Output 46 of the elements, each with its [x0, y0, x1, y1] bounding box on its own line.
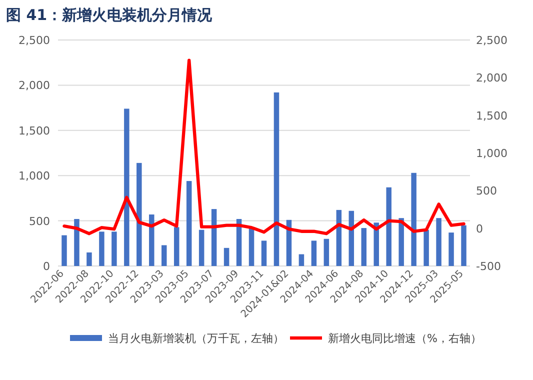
y-tick-label: 1,500: [18, 124, 50, 138]
bar: [112, 232, 117, 266]
bar: [398, 218, 404, 266]
bar: [424, 230, 429, 266]
bar: [386, 187, 392, 266]
bar: [149, 214, 154, 266]
bar: [198, 230, 204, 266]
y2-tick-label: 2,000: [476, 72, 508, 85]
y-tick-label: 2,500: [18, 34, 50, 47]
bar: [62, 235, 67, 266]
bar: [86, 252, 92, 266]
line-series: [62, 58, 466, 236]
bar: [211, 209, 217, 266]
bar: [311, 240, 317, 266]
y2-tick-label: 1,500: [476, 109, 508, 122]
bar: [324, 238, 330, 266]
bar: [274, 92, 280, 266]
y2-tick-label: 0: [476, 222, 483, 236]
bar: [136, 162, 142, 266]
y2-tick-label: 1,000: [476, 147, 508, 160]
bar: [448, 232, 454, 266]
y2-tick-label: 500: [476, 184, 497, 198]
y-tick-label: 0: [43, 260, 50, 273]
bar: [174, 227, 180, 266]
y-tick-label: 500: [29, 214, 50, 228]
bar: [162, 245, 167, 266]
legend-label: 新增火电同比增速（%，右轴）: [328, 332, 482, 345]
y2-tick-label: -500: [476, 260, 501, 273]
bar: [124, 108, 130, 266]
y-tick-label: 2,000: [18, 79, 50, 92]
bar: [374, 222, 379, 266]
y-tick-label: 1,000: [18, 170, 50, 183]
bar: [436, 218, 442, 266]
bar: [361, 228, 366, 266]
bar: [298, 254, 304, 266]
bar: [74, 218, 80, 266]
chart-title: 图 41：新增火电装机分月情况: [6, 6, 214, 24]
bar: [99, 232, 104, 266]
bar: [261, 240, 267, 266]
bar: [461, 225, 466, 266]
legend-label: 当月火电新增装机（万千瓦，左轴）: [108, 332, 284, 345]
bar: [411, 172, 416, 266]
bar: [186, 181, 192, 266]
bar: [248, 228, 254, 266]
y2-tick-label: 2,500: [476, 34, 508, 47]
bar: [224, 248, 230, 266]
